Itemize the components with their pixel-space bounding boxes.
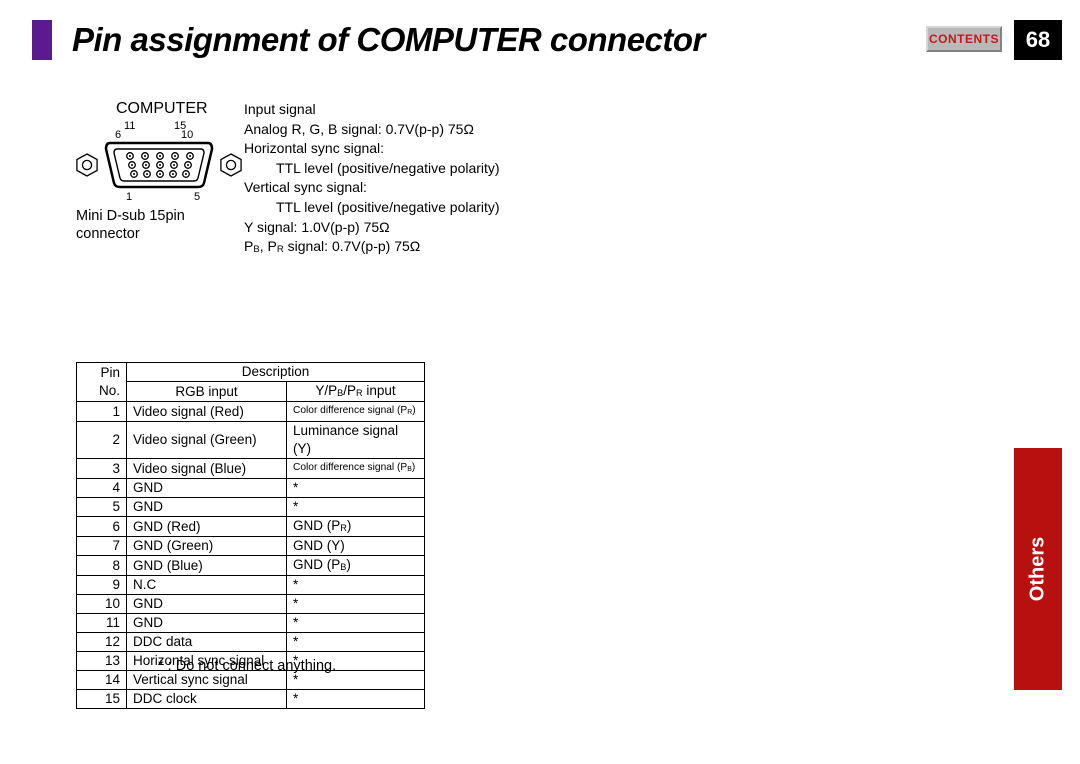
- hex-screw-right-icon: [220, 153, 242, 177]
- table-footnote: * : Do not connect anything.: [158, 658, 336, 674]
- pin-label-row-bottom: 15: [126, 191, 242, 203]
- signal-spec-list: Input signal Analog R, G, B signal: 0.7V…: [244, 100, 500, 257]
- connector-figure: COMPUTER 1115 610: [76, 100, 242, 243]
- table-row: 15DDC clock*: [77, 690, 425, 709]
- table-row: 3Video signal (Blue)Color difference sig…: [77, 459, 425, 479]
- table-row: 5GND*: [77, 498, 425, 517]
- table-row: 7GND (Green)GND (Y): [77, 537, 425, 556]
- dsub-connector-icon: [104, 141, 214, 189]
- connector-title: COMPUTER: [116, 100, 242, 118]
- table-row: 2Video signal (Green)Luminance signal (Y…: [77, 422, 425, 459]
- table-header-pin: Pin No.: [77, 363, 127, 402]
- table-header-rgb: RGB input: [127, 382, 287, 402]
- pin-assignment-table: Pin No. Description RGB input Y/PB/PR in…: [76, 362, 425, 709]
- header-accent: [32, 20, 52, 60]
- side-tab-others[interactable]: Others: [1014, 448, 1062, 690]
- table-header-description: Description: [127, 363, 425, 382]
- table-row: 4GND*: [77, 479, 425, 498]
- page-number: 68: [1014, 20, 1062, 60]
- table-row: 6GND (Red)GND (PR): [77, 517, 425, 537]
- table-row: 10GND*: [77, 595, 425, 614]
- pin-label-row-mid: 610: [115, 129, 242, 141]
- table-row: 1Video signal (Red)Color difference sign…: [77, 402, 425, 422]
- table-row: 8GND (Blue)GND (PB): [77, 556, 425, 576]
- page-title: Pin assignment of COMPUTER connector: [52, 21, 705, 59]
- hex-screw-left-icon: [76, 153, 98, 177]
- page-header: Pin assignment of COMPUTER connector: [32, 20, 1080, 60]
- side-tab-label: Others: [1027, 537, 1050, 601]
- table-row: 9N.C*: [77, 576, 425, 595]
- table-row: 12DDC data*: [77, 633, 425, 652]
- connector-caption: Mini D-sub 15pinconnector: [76, 207, 242, 243]
- table-header-ypbpr: Y/PB/PR input: [287, 382, 425, 402]
- contents-button[interactable]: CONTENTS: [926, 26, 1002, 52]
- table-row: 11GND*: [77, 614, 425, 633]
